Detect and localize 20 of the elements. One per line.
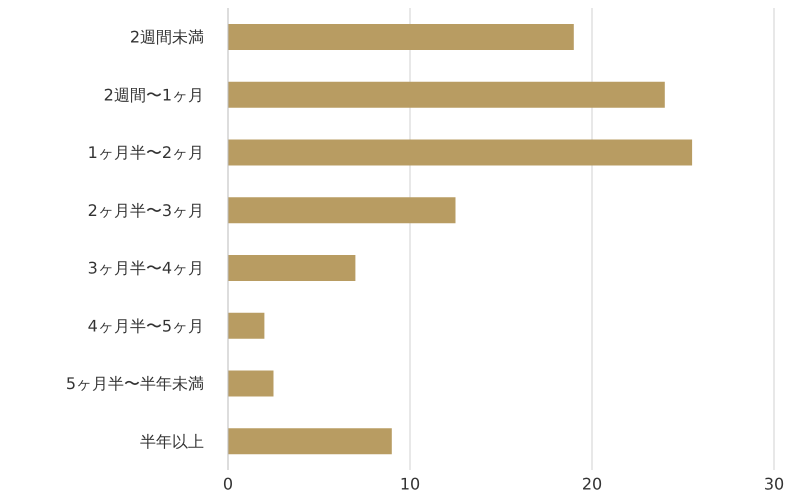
y-tick-label: 5ヶ月半〜半年未満: [66, 374, 204, 394]
bar: [228, 197, 456, 224]
x-tick-label: 10: [400, 474, 420, 494]
y-tick-label: 半年以上: [140, 432, 204, 451]
bar: [228, 255, 356, 281]
y-tick-label: 2週間未満: [130, 28, 204, 47]
bar: [228, 428, 392, 454]
x-tick-label: 30: [764, 474, 784, 494]
bar: [228, 370, 274, 396]
y-tick-label: 2週間〜1ヶ月: [104, 85, 204, 104]
bar: [228, 312, 264, 339]
y-tick-label: 3ヶ月半〜4ヶ月: [88, 258, 204, 278]
bar: [228, 24, 574, 50]
y-tick-label: 2ヶ月半〜3ヶ月: [88, 200, 204, 220]
x-tick-label: 20: [582, 474, 602, 494]
bar: [228, 140, 692, 166]
bar: [228, 82, 665, 108]
y-tick-label: 1ヶ月半〜2ヶ月: [88, 143, 204, 162]
x-tick-label: 0: [222, 474, 234, 494]
y-tick-label: 4ヶ月半〜5ヶ月: [88, 316, 204, 336]
